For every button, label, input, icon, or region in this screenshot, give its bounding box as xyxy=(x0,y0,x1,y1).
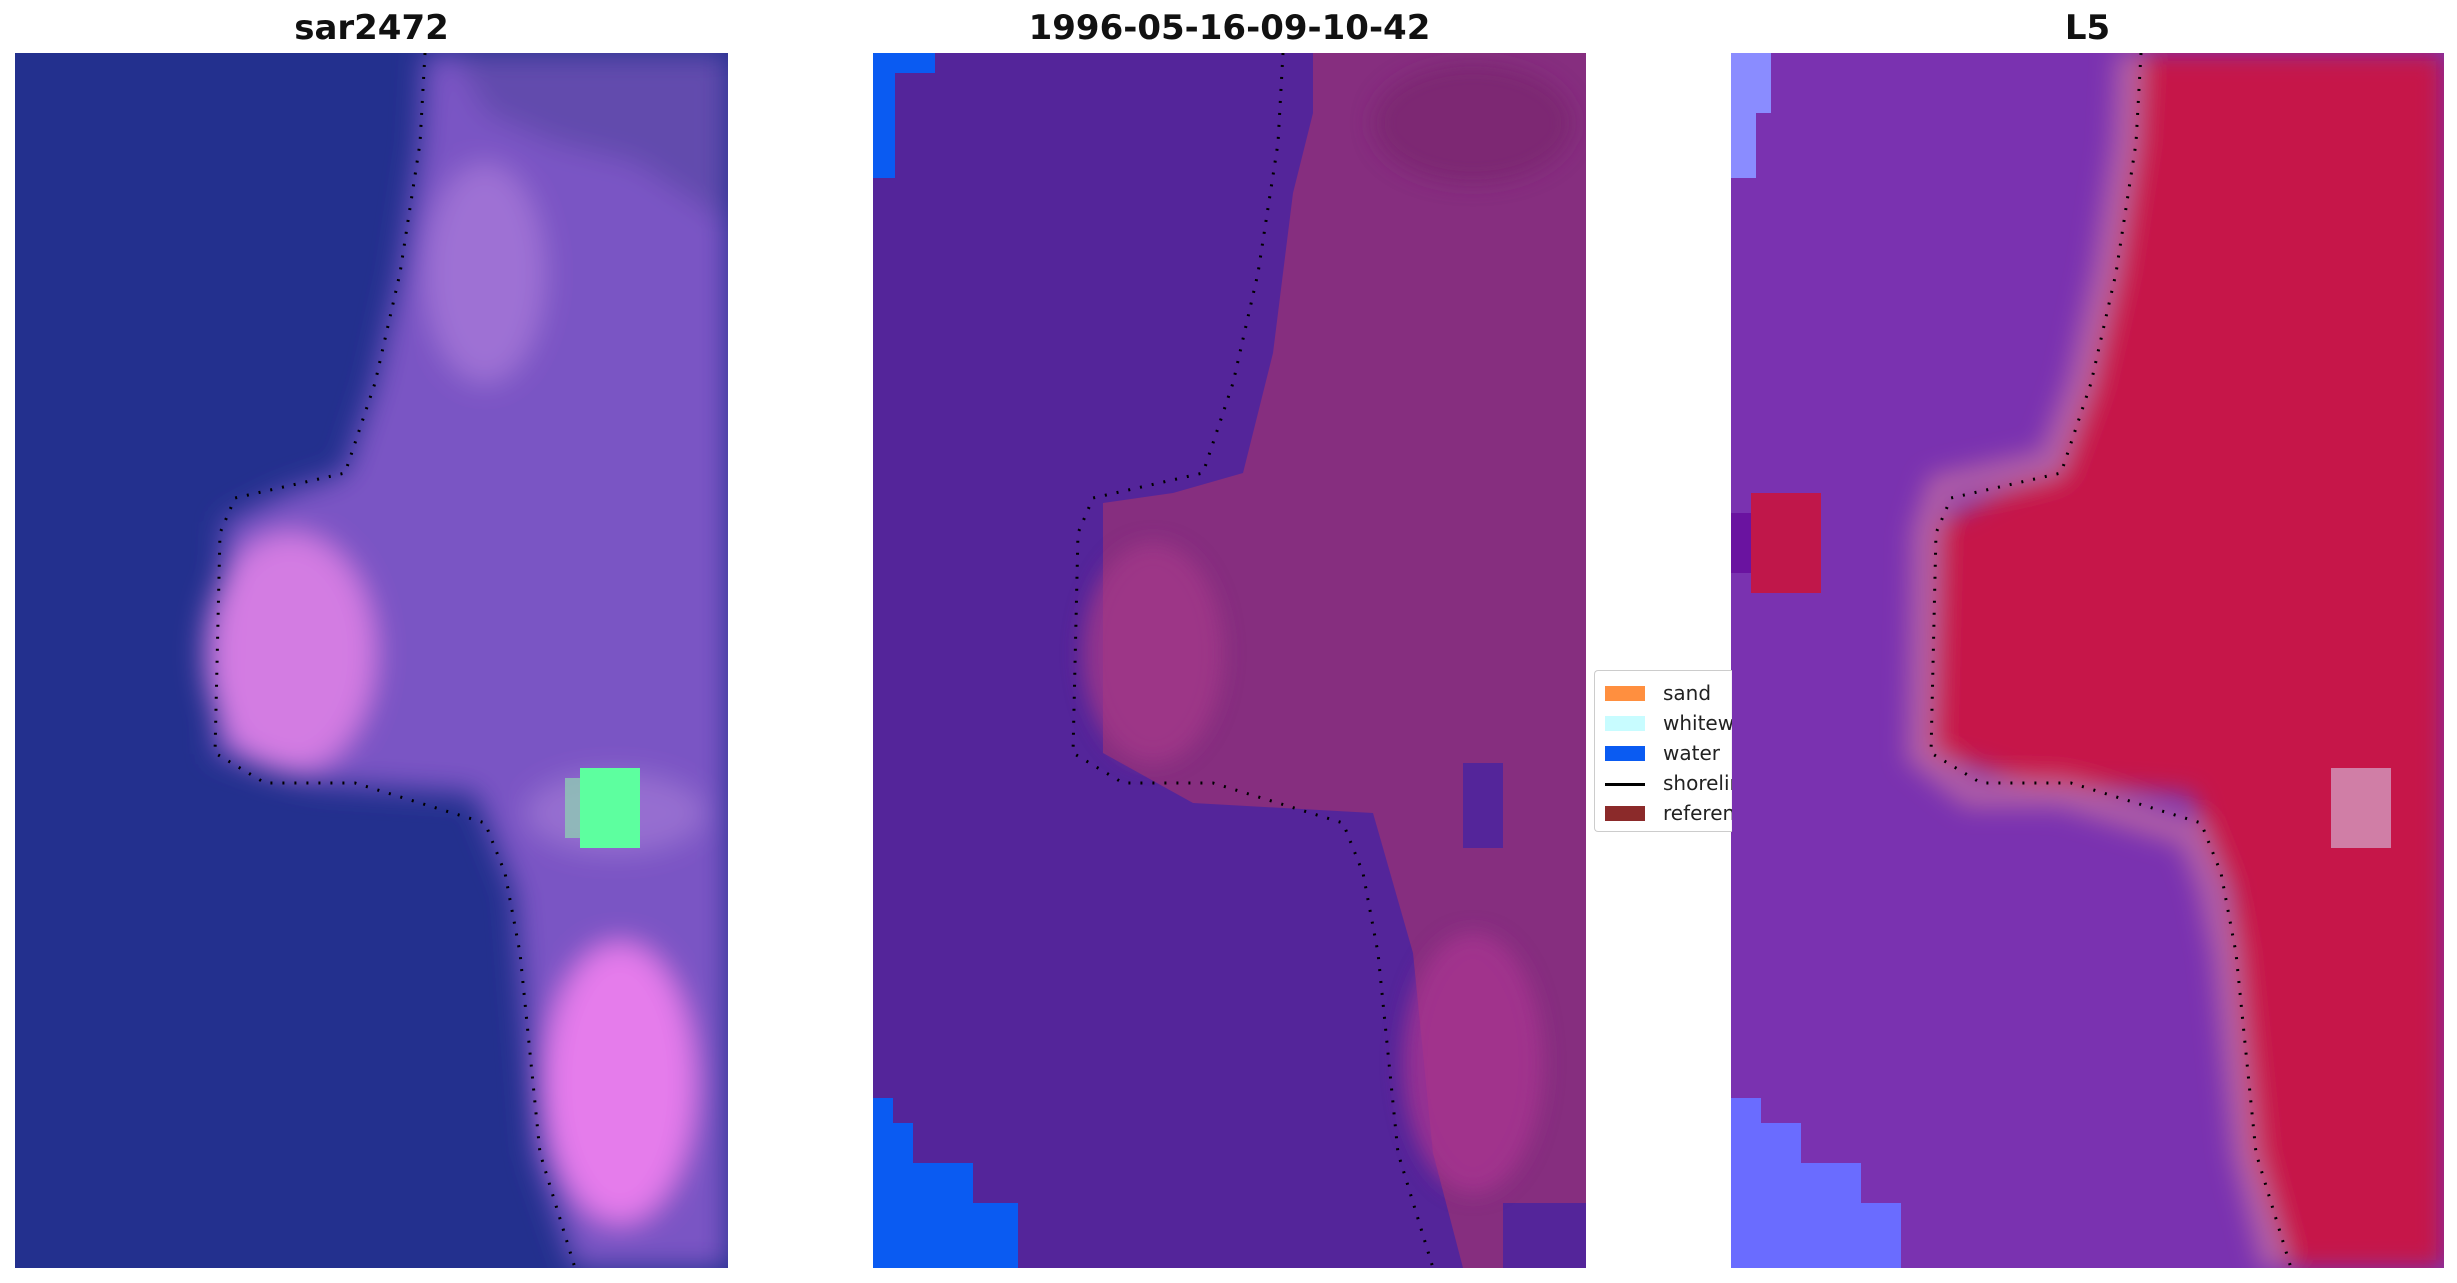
shoreline-line-swatch xyxy=(1605,783,1645,786)
legend-label-shoreline: shoreline xyxy=(1663,771,1732,795)
water-edge-bottom xyxy=(873,1098,1018,1268)
land-index-region xyxy=(1931,53,2444,1268)
panel-title-rgb: sar2472 xyxy=(294,8,449,48)
classification-image xyxy=(873,53,1586,1268)
legend-label-sand: sand xyxy=(1663,681,1712,705)
pink-patch-lower xyxy=(545,943,695,1223)
panel-title-index: L5 xyxy=(2064,8,2111,48)
pink-patch-upper xyxy=(205,533,375,773)
blue-edge-top xyxy=(1731,53,1771,178)
sand-swatch xyxy=(1605,686,1645,701)
shoreline-dots xyxy=(213,53,577,1268)
reference-swatch xyxy=(1605,806,1645,821)
red-patch xyxy=(1751,493,1821,593)
land-highlight xyxy=(425,163,545,383)
green-patch xyxy=(580,768,640,848)
shoreline-dots xyxy=(1071,53,1435,1268)
water-patch xyxy=(1463,763,1503,848)
shoreline-dots xyxy=(1929,53,2293,1268)
rgb-image-panel xyxy=(15,53,728,1268)
legend-label-reference: reference xyxy=(1663,801,1732,825)
classification-panel xyxy=(873,53,1586,1268)
water-swatch xyxy=(1605,746,1645,761)
legend-label-water: water xyxy=(1663,741,1720,765)
whitewater-swatch xyxy=(1605,716,1645,731)
light-patch xyxy=(2331,768,2391,848)
blue-edge-bottom xyxy=(1731,1098,1901,1268)
land-dark-patch xyxy=(455,53,728,223)
shore-gradient xyxy=(1905,53,2291,1268)
index-panel xyxy=(1731,53,2444,1268)
rgb-image xyxy=(15,53,728,1268)
panel-title-classification: 1996-05-16-09-10-42 xyxy=(1028,8,1431,48)
water-edge-top xyxy=(873,53,935,178)
index-image xyxy=(1731,53,2444,1268)
